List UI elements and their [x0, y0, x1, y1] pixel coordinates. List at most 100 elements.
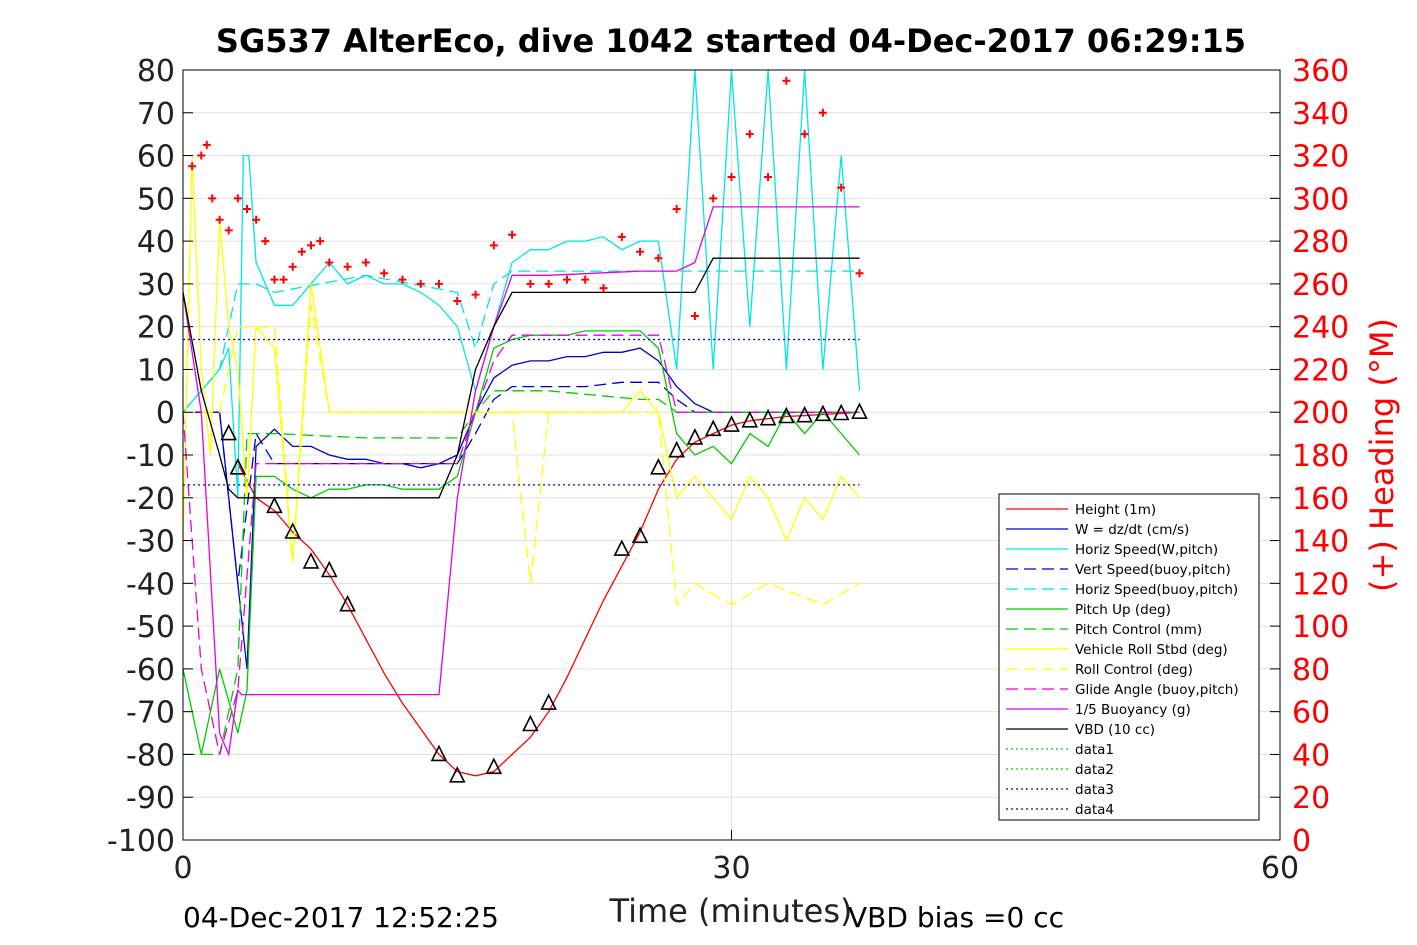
legend-label-4: Horiz Speed(buoy,pitch)	[1075, 582, 1238, 598]
y2-tick-label: 100	[1292, 610, 1349, 645]
depth-marker	[522, 714, 539, 732]
y2-tick-label: 220	[1292, 353, 1349, 388]
series-line-0	[237, 411, 860, 777]
y2-tick-label: 240	[1292, 311, 1349, 346]
depth-marker	[723, 415, 740, 432]
heading-point	[208, 194, 217, 203]
depth-marker	[302, 552, 320, 569]
y-tick-label: -20	[126, 482, 175, 517]
y2-tick-label: 120	[1292, 567, 1349, 602]
y2-tick-label: 40	[1292, 738, 1330, 773]
heading-point	[581, 275, 590, 284]
heading-point	[197, 151, 206, 160]
legend-label-12: data1	[1075, 742, 1114, 758]
heading-point	[764, 172, 773, 181]
right-axis: 3603403203002802602402202001801601401201…	[1270, 54, 1349, 859]
left-axis: 80 70 60 50 40 30 20 10 0 -10 -20 -30 -40 -50 -60 -70 -8…	[107, 54, 193, 859]
heading-point	[672, 205, 681, 214]
depth-marker	[668, 440, 685, 458]
y-tick-label: -40	[126, 567, 175, 602]
y-tick-label: 20	[137, 311, 175, 346]
y2-tick-label: 260	[1292, 268, 1349, 303]
y2-tick-label: 200	[1292, 396, 1349, 431]
heading-point	[261, 237, 270, 246]
series-line-7	[182, 155, 860, 562]
y2-axis-label: (+) Heading (°M)	[1363, 318, 1401, 592]
series-line-11	[182, 257, 860, 499]
depth-marker	[778, 406, 795, 424]
y-tick-label: 70	[137, 97, 175, 132]
series-line-6	[183, 390, 860, 756]
legend-label-3: Vert Speed(buoy,pitch)	[1075, 562, 1231, 578]
heading-point	[361, 258, 370, 267]
legend-label-15: data4	[1075, 802, 1114, 818]
heading-point	[782, 76, 791, 85]
heading-point	[690, 311, 699, 320]
heading-point	[837, 183, 846, 192]
y-tick-label: -90	[126, 781, 175, 816]
depth-marker	[814, 404, 832, 422]
legend-label-9: Glide Angle (buoy,pitch)	[1075, 682, 1239, 698]
heading-point	[343, 262, 352, 271]
depth-marker	[704, 419, 722, 437]
chart-title: SG537 AlterEco, dive 1042 started 04-Dec…	[216, 22, 1246, 60]
y2-tick-label: 340	[1292, 97, 1349, 132]
series-line-10	[182, 206, 860, 757]
x-tick-label: 60	[1261, 851, 1299, 886]
points-layer	[188, 76, 868, 783]
heading-point	[224, 226, 233, 235]
heading-point	[709, 194, 718, 203]
y2-tick-label: 280	[1292, 225, 1349, 260]
heading-point	[242, 205, 251, 214]
y-tick-label: -100	[107, 824, 175, 859]
y2-tick-label: 60	[1292, 696, 1330, 731]
heading-point	[526, 279, 535, 288]
depth-marker	[540, 693, 557, 710]
series-line-9	[182, 334, 860, 755]
depth-marker	[613, 539, 631, 556]
depth-marker	[229, 458, 247, 475]
heading-point	[617, 232, 626, 241]
y-tick-label: 80	[137, 54, 175, 89]
heading-point	[471, 290, 480, 299]
y-tick-label: -10	[126, 439, 175, 474]
heading-point	[270, 275, 279, 284]
legend-label-5: Pitch Up (deg)	[1075, 602, 1171, 618]
heading-point	[325, 258, 334, 267]
heading-point	[562, 275, 571, 284]
y-tick-label: -80	[126, 738, 175, 773]
heading-point	[727, 172, 736, 181]
heading-point	[233, 194, 242, 203]
y-tick-label: -50	[126, 610, 175, 645]
depth-marker	[485, 757, 503, 775]
heading-point	[279, 275, 288, 284]
heading-point	[818, 108, 827, 117]
heading-point	[416, 279, 425, 288]
legend-label-0: Height (1m)	[1075, 502, 1156, 518]
heading-point	[398, 275, 407, 284]
depth-marker	[832, 403, 850, 421]
depth-marker	[320, 560, 338, 578]
y-tick-label: -70	[126, 696, 175, 731]
depth-marker	[448, 766, 466, 783]
x-axis-label: Time (minutes)	[609, 892, 853, 930]
y-tick-label: 60	[137, 140, 175, 175]
legend-label-6: Pitch Control (mm)	[1075, 622, 1202, 638]
series-line-5	[182, 330, 860, 755]
depth-marker	[339, 594, 356, 612]
depth-marker	[284, 522, 301, 539]
series-line-4	[182, 270, 860, 413]
depth-marker	[851, 402, 868, 420]
heading-point	[489, 241, 498, 250]
legend-label-1: W = dz/dt (cm/s)	[1075, 522, 1189, 538]
heading-point	[745, 130, 754, 139]
depth-marker	[796, 405, 813, 423]
bottom-axis: 0 30 60	[173, 830, 1299, 886]
legend-label-7: Vehicle Roll Stbd (deg)	[1075, 642, 1228, 658]
depth-marker	[430, 744, 448, 762]
heading-point	[380, 269, 389, 278]
heading-point	[288, 262, 297, 271]
heading-point	[316, 237, 325, 246]
heading-point	[306, 241, 315, 250]
series-line-1	[183, 347, 860, 669]
